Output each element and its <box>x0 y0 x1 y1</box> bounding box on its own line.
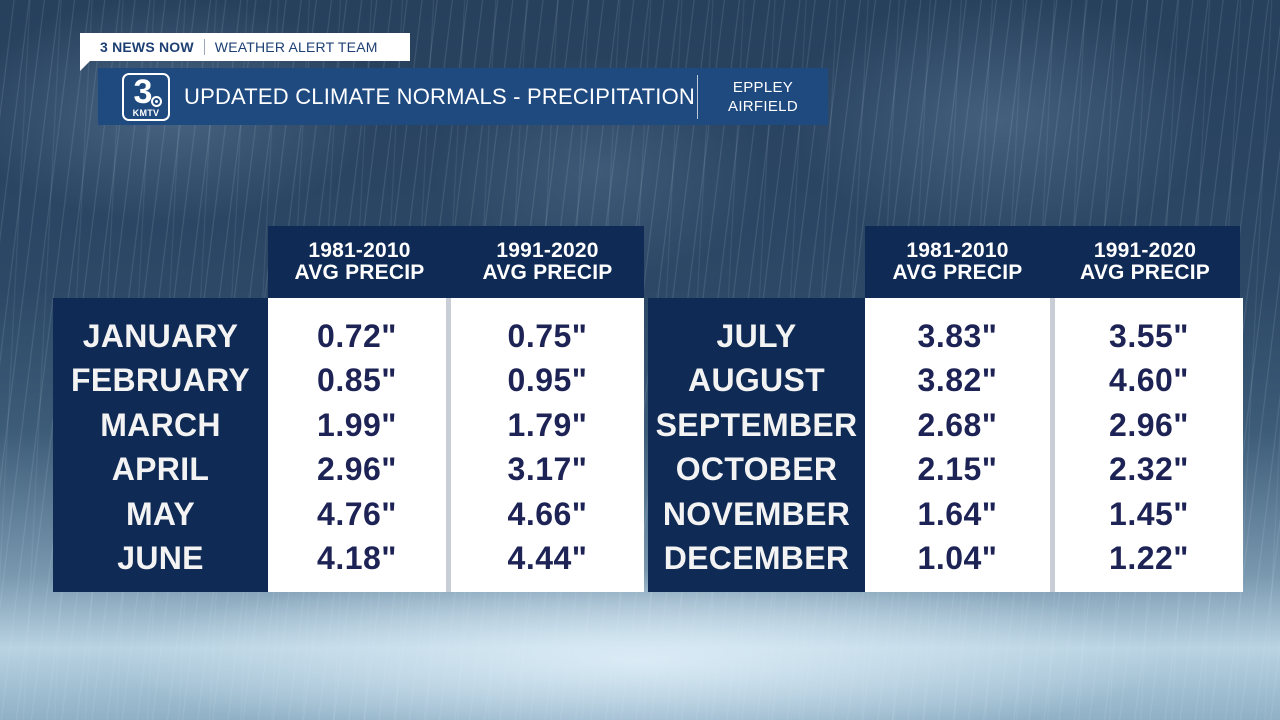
table-header: 1981-2010 AVG PRECIP 1991-2020 AVG PRECI… <box>268 226 644 298</box>
table-header: 1981-2010 AVG PRECIP 1991-2020 AVG PRECI… <box>865 226 1240 298</box>
value-cell: 1.64" <box>917 495 998 532</box>
logo-number: 3 <box>133 72 153 111</box>
column-divider <box>446 298 451 592</box>
month-column: JULY AUGUST SEPTEMBER OCTOBER NOVEMBER D… <box>648 298 865 592</box>
header-1991-2020: 1991-2020 AVG PRECIP <box>482 239 613 284</box>
location-label: EPPLEY AIRFIELD <box>698 78 828 116</box>
brand-divider <box>203 39 205 55</box>
value-cell: 0.95" <box>507 362 588 398</box>
value-cell: 1.45" <box>1109 495 1189 532</box>
team-name: WEATHER ALERT TEAM <box>214 39 378 55</box>
value-cell: 4.44" <box>507 540 588 576</box>
value-cell: 1.22" <box>1109 540 1189 576</box>
location-line1: EPPLEY <box>732 78 794 96</box>
table-jul-dec: 1981-2010 AVG PRECIP 1991-2020 AVG PRECI… <box>648 226 1243 592</box>
value-cell: 1.99" <box>317 406 397 443</box>
values-1991-2020: 0.75" 0.95" 1.79" 3.17" 4.66" 4.44" <box>451 298 644 592</box>
month-label: NOVEMBER <box>662 495 851 532</box>
value-cell: 4.18" <box>317 540 397 576</box>
title-bar: 3 KMTV UPDATED CLIMATE NORMALS - PRECIPI… <box>98 68 828 125</box>
month-label: AUGUST <box>688 362 825 398</box>
value-cell: 0.85" <box>317 362 397 398</box>
value-cell: 4.76" <box>317 495 397 532</box>
value-cell: 2.15" <box>917 451 998 487</box>
value-cell: 3.82" <box>917 362 998 398</box>
value-cell: 0.75" <box>507 317 588 354</box>
table-jan-jun: 1981-2010 AVG PRECIP 1991-2020 AVG PRECI… <box>53 226 644 592</box>
values-1991-2020: 3.55" 4.60" 2.96" 2.32" 1.45" 1.22" <box>1055 298 1243 592</box>
month-label: JULY <box>716 317 797 354</box>
value-cell: 3.83" <box>917 317 998 354</box>
month-label: SEPTEMBER <box>655 406 858 443</box>
value-cell: 4.66" <box>507 495 588 532</box>
value-cell: 3.55" <box>1109 317 1189 354</box>
value-cell: 2.96" <box>317 451 397 487</box>
location-line2: AIRFIELD <box>728 97 798 115</box>
value-cell: 2.68" <box>917 406 998 443</box>
kmtv-cbs-logo-icon: 3 KMTV <box>122 72 170 121</box>
page-title: UPDATED CLIMATE NORMALS - PRECIPITATION <box>184 83 695 109</box>
logo-call-sign: KMTV <box>132 107 160 118</box>
header-1981-2010: 1981-2010 AVG PRECIP <box>892 239 1023 284</box>
value-cell: 1.04" <box>917 540 998 576</box>
month-label: MAY <box>125 495 196 532</box>
value-cell: 4.60" <box>1109 362 1189 398</box>
values-1981-2010: 3.83" 3.82" 2.68" 2.15" 1.64" 1.04" <box>865 298 1050 592</box>
station-name: 3 NEWS NOW <box>100 39 194 55</box>
cbs-eye-icon <box>151 95 162 107</box>
value-cell: 3.17" <box>507 451 588 487</box>
month-label: JUNE <box>117 540 204 576</box>
value-cell: 0.72" <box>317 317 397 354</box>
value-cell: 2.96" <box>1109 406 1189 443</box>
month-label: FEBRUARY <box>71 362 250 398</box>
header-1991-2020: 1991-2020 AVG PRECIP <box>1080 239 1210 284</box>
month-label: MARCH <box>100 406 221 443</box>
month-label: OCTOBER <box>675 451 838 487</box>
value-cell: 2.32" <box>1109 451 1189 487</box>
values-1981-2010: 0.72" 0.85" 1.99" 2.96" 4.76" 4.18" <box>268 298 446 592</box>
column-divider <box>1050 298 1055 592</box>
month-label: JANUARY <box>82 317 239 354</box>
brand-tag: 3 NEWS NOW WEATHER ALERT TEAM <box>80 33 410 71</box>
month-column: JANUARY FEBRUARY MARCH APRIL MAY JUNE <box>53 298 268 592</box>
title-divider <box>697 74 698 119</box>
month-label: DECEMBER <box>663 540 850 576</box>
value-cell: 1.79" <box>507 406 588 443</box>
month-label: APRIL <box>111 451 210 487</box>
header-1981-2010: 1981-2010 AVG PRECIP <box>294 239 425 284</box>
